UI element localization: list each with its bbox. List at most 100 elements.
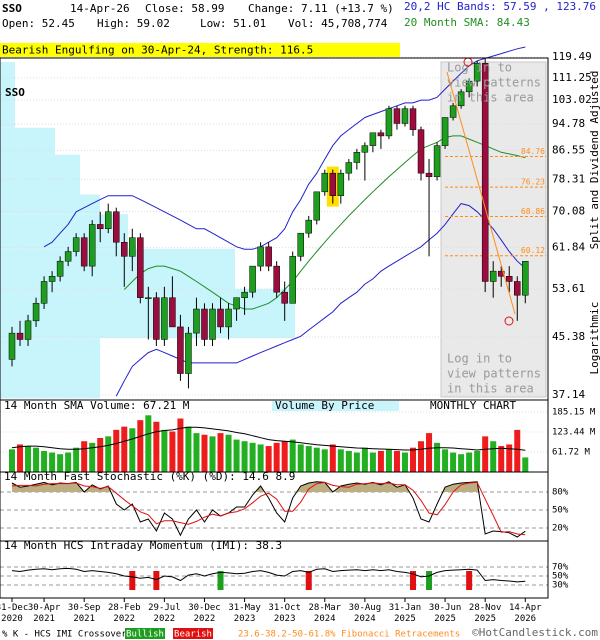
candle-body bbox=[249, 265, 256, 293]
swing-low bbox=[504, 316, 514, 326]
volume-bar bbox=[241, 441, 248, 472]
y-tick-label: 70% bbox=[552, 563, 569, 573]
volume-bar bbox=[450, 452, 457, 472]
volume-bar bbox=[265, 446, 272, 472]
bullish-signal bbox=[217, 571, 224, 590]
y-tick-label: 53.61 bbox=[552, 282, 585, 295]
fib-label: 60.12 bbox=[521, 246, 545, 255]
volume-bar bbox=[25, 446, 32, 472]
candle-body bbox=[265, 246, 272, 267]
volume-bar bbox=[353, 452, 360, 472]
volume-bar bbox=[426, 433, 433, 472]
candle-body bbox=[153, 297, 160, 340]
volume-bar bbox=[177, 418, 184, 472]
bearish-signal bbox=[466, 571, 473, 590]
candle-body bbox=[473, 63, 481, 82]
candle-body bbox=[361, 145, 369, 153]
volume-by-price-bar bbox=[0, 194, 100, 215]
x-tick-label: 28-Nov 2025 bbox=[469, 603, 502, 624]
y-tick-label: 50% bbox=[552, 506, 569, 516]
open: Open: 52.45 bbox=[2, 17, 75, 30]
volume-bar bbox=[281, 441, 288, 472]
x-tick-label: 31-Oct 2023 bbox=[268, 603, 301, 624]
candle-body bbox=[257, 246, 264, 267]
candle-body bbox=[313, 191, 321, 221]
volume-bar bbox=[522, 457, 529, 472]
volume-bar bbox=[81, 441, 88, 472]
volume: Vol: 45,708,774 bbox=[288, 17, 388, 30]
bearish-signal bbox=[410, 571, 416, 590]
y-tick-label: 103.02 bbox=[552, 93, 592, 106]
candle-body bbox=[201, 308, 208, 340]
volume-bar bbox=[434, 442, 441, 472]
volume-bar bbox=[137, 420, 144, 472]
y-tick-label: 94.78 bbox=[552, 117, 585, 130]
high: High: 59.02 bbox=[97, 17, 170, 30]
candle-body bbox=[329, 172, 337, 196]
candle-body bbox=[514, 281, 521, 296]
volume-bar bbox=[442, 449, 449, 472]
volume-bar bbox=[273, 442, 280, 472]
y-tick-label: 80% bbox=[552, 488, 569, 498]
y-tick-label: 119.49 bbox=[552, 50, 592, 63]
fib-label: 68.86 bbox=[521, 207, 545, 216]
volume-bar bbox=[458, 454, 465, 472]
candle-body bbox=[32, 303, 40, 322]
volume-bar bbox=[113, 429, 120, 472]
candle-body bbox=[321, 172, 329, 193]
volume-bar bbox=[329, 444, 336, 472]
overbought-area bbox=[12, 481, 526, 492]
volume-bar bbox=[474, 450, 481, 472]
volume-bar bbox=[145, 415, 152, 472]
volume-bar bbox=[225, 434, 232, 472]
change: Change: 7.11 (+13.7 %) bbox=[248, 2, 394, 15]
candle-body bbox=[449, 105, 457, 118]
date: 14-Apr-26 bbox=[70, 2, 130, 15]
candle-body bbox=[233, 297, 240, 310]
candle-body bbox=[273, 265, 280, 293]
candle-body bbox=[377, 132, 385, 137]
volume-bar bbox=[466, 452, 473, 472]
volume-bar bbox=[410, 447, 416, 472]
volume-bar bbox=[289, 439, 296, 472]
candle-body bbox=[297, 232, 304, 257]
volume-bar bbox=[209, 436, 216, 472]
candle-body bbox=[441, 117, 449, 146]
fib-label: 76.23 bbox=[521, 178, 545, 187]
volume-bar bbox=[498, 446, 505, 472]
candle-body bbox=[305, 219, 312, 234]
volume-bar bbox=[41, 450, 48, 472]
volume-bar bbox=[337, 449, 344, 472]
volume-bar bbox=[385, 449, 392, 472]
y-tick-label: 86.55 bbox=[552, 143, 585, 156]
candle-body bbox=[209, 308, 216, 340]
copyright: ©HotCandlestick.com bbox=[472, 626, 598, 639]
volume-bar bbox=[17, 444, 24, 472]
volume-bar bbox=[313, 447, 320, 472]
volume-bar bbox=[377, 450, 384, 472]
indicator-line bbox=[123, 135, 526, 310]
low: Low: 51.01 bbox=[200, 17, 266, 30]
y-tick-label: 50% bbox=[552, 572, 569, 582]
x-tick-label: 28-Mar 2024 bbox=[309, 603, 342, 624]
trend-line bbox=[446, 71, 516, 315]
pattern-banner: Bearish Engulfing on 30-Apr-24, Strength… bbox=[2, 44, 313, 57]
candle-body bbox=[409, 108, 417, 130]
volume-bar bbox=[361, 447, 368, 472]
fib-label: 84.76 bbox=[521, 147, 545, 156]
candle-body bbox=[497, 270, 505, 277]
volume-bar bbox=[393, 450, 400, 472]
candle-body bbox=[104, 211, 112, 230]
bullish-swatch bbox=[125, 628, 165, 639]
volume-bar bbox=[193, 433, 200, 472]
y-tick-label: 61.72 M bbox=[552, 448, 591, 458]
volume-bar bbox=[514, 429, 521, 472]
volume-bar bbox=[482, 436, 489, 472]
volume-bar bbox=[201, 434, 208, 472]
candle-body bbox=[40, 281, 48, 304]
volume-bar bbox=[401, 452, 408, 472]
panel-title: 14 Month Fast Stochastic (%K) (%D): 14.6… bbox=[4, 470, 295, 483]
volume-bar bbox=[185, 426, 192, 472]
x-tick-label: 31-Jan 2025 bbox=[389, 603, 422, 624]
candle-body bbox=[353, 152, 361, 163]
